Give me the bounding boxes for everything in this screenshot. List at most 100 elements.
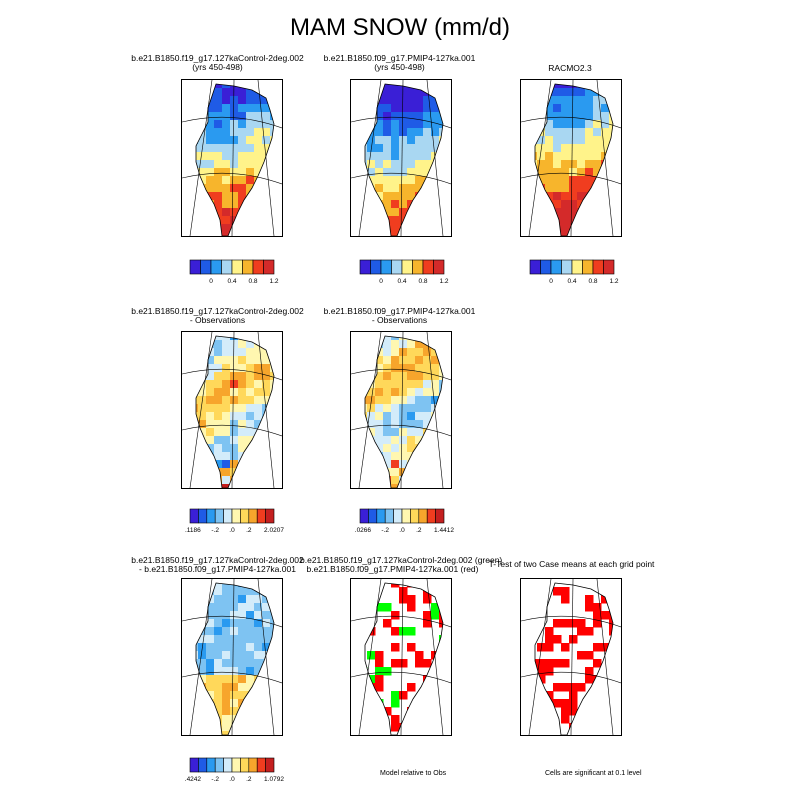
grid-cell — [431, 216, 440, 225]
coastline — [195, 335, 275, 488]
grid-cell — [585, 104, 594, 113]
grid-cell — [383, 364, 392, 373]
grid-cell — [262, 112, 271, 121]
grid-cell — [391, 96, 400, 105]
grid-cell — [391, 216, 400, 225]
grid-cell — [609, 691, 613, 700]
colorbar-swatch — [359, 508, 369, 524]
grid-cell — [270, 152, 274, 161]
colorbar-swatch — [248, 508, 258, 524]
grid-cell — [246, 144, 255, 153]
grid-cell — [365, 468, 368, 477]
grid-cell — [238, 643, 247, 652]
grid-cell — [246, 460, 255, 469]
grid-cell — [270, 96, 274, 105]
grid-cell — [278, 332, 282, 341]
grid-cell — [593, 603, 602, 612]
grid-cell — [375, 380, 384, 389]
colorbar-tick-label: .2 — [246, 527, 252, 534]
grid-cell — [569, 152, 578, 161]
grid-cell — [278, 595, 282, 604]
grid-cell — [601, 699, 610, 708]
grid-cell — [439, 651, 443, 660]
grid-cell — [609, 96, 613, 105]
grid-cell — [439, 120, 443, 129]
grid-cell — [561, 595, 570, 604]
grid-cell — [246, 699, 255, 708]
grid-cell — [230, 96, 239, 105]
grid-cell — [545, 128, 554, 137]
grid-cell — [196, 396, 199, 405]
grid-cell — [545, 208, 554, 217]
grid-cell — [407, 715, 416, 724]
grid-cell — [617, 144, 621, 153]
grid-cell — [569, 96, 578, 105]
grid-cell — [521, 88, 530, 97]
grid-cell — [391, 452, 400, 461]
grid-cell — [585, 603, 594, 612]
colorbar-swatch — [256, 508, 266, 524]
grid-cell — [617, 643, 621, 652]
grid-cell — [246, 364, 255, 373]
grid-cell — [270, 468, 274, 477]
colorbar-control-minus-obs: -6.1186-.2.0.22.0207 — [185, 508, 284, 534]
grid-cell — [270, 643, 274, 652]
grid-cell — [222, 96, 231, 105]
grid-cell — [246, 643, 255, 652]
grid-cell — [238, 372, 247, 381]
grid-cell — [521, 208, 530, 217]
grid-cell — [270, 356, 274, 365]
grid-cell — [365, 336, 368, 341]
grid-cell — [230, 144, 239, 153]
grid-cell — [182, 643, 191, 652]
grid-cell — [439, 468, 443, 477]
grid-cell — [617, 80, 621, 89]
grid-cell — [535, 120, 538, 129]
colorbar-pmip4-mean: 0 0.4 0.8 1.2 — [359, 259, 449, 285]
grid-cell — [222, 348, 231, 357]
grid-cell — [198, 476, 207, 485]
grid-cell — [222, 104, 231, 113]
grid-cell — [431, 428, 440, 437]
grid-cell — [383, 356, 392, 365]
grid-cell — [196, 444, 199, 453]
grid-cell — [262, 476, 271, 485]
grid-cell — [351, 184, 360, 193]
grid-cell — [617, 232, 621, 236]
grid-cell — [214, 468, 223, 477]
grid-cell — [431, 356, 440, 365]
grid-cell — [278, 667, 282, 676]
grid-cell — [198, 88, 207, 97]
grid-cell — [278, 340, 282, 349]
grid-cell — [365, 208, 368, 217]
grid-cell — [198, 104, 207, 113]
grid-cell — [214, 651, 223, 660]
grid-cell — [196, 583, 199, 588]
grid-cell — [198, 168, 207, 177]
grid-cell — [246, 683, 255, 692]
grid-cell — [206, 388, 215, 397]
grid-cell — [399, 420, 408, 429]
grid-cell — [230, 643, 239, 652]
grid-cell — [561, 88, 570, 97]
grid-cell — [206, 144, 215, 153]
grid-cell — [399, 404, 408, 413]
grid-cell — [230, 396, 239, 405]
grid-cell — [278, 468, 282, 477]
grid-cell — [246, 372, 255, 381]
grid-cell — [399, 184, 408, 193]
grid-cell — [415, 120, 424, 129]
colorbar-swatch — [412, 259, 424, 275]
grid-cell — [423, 216, 432, 225]
grid-cell — [246, 595, 255, 604]
grid-cell — [246, 120, 255, 129]
grid-cell — [447, 208, 451, 217]
grid-cell — [447, 484, 451, 488]
grid-cell — [609, 128, 613, 137]
grid-cell — [182, 396, 191, 405]
grid-cell — [423, 372, 432, 381]
grid-cell — [238, 619, 247, 628]
grid-cell — [561, 152, 570, 161]
grid-cell — [447, 380, 451, 389]
grid-cell — [383, 136, 392, 145]
